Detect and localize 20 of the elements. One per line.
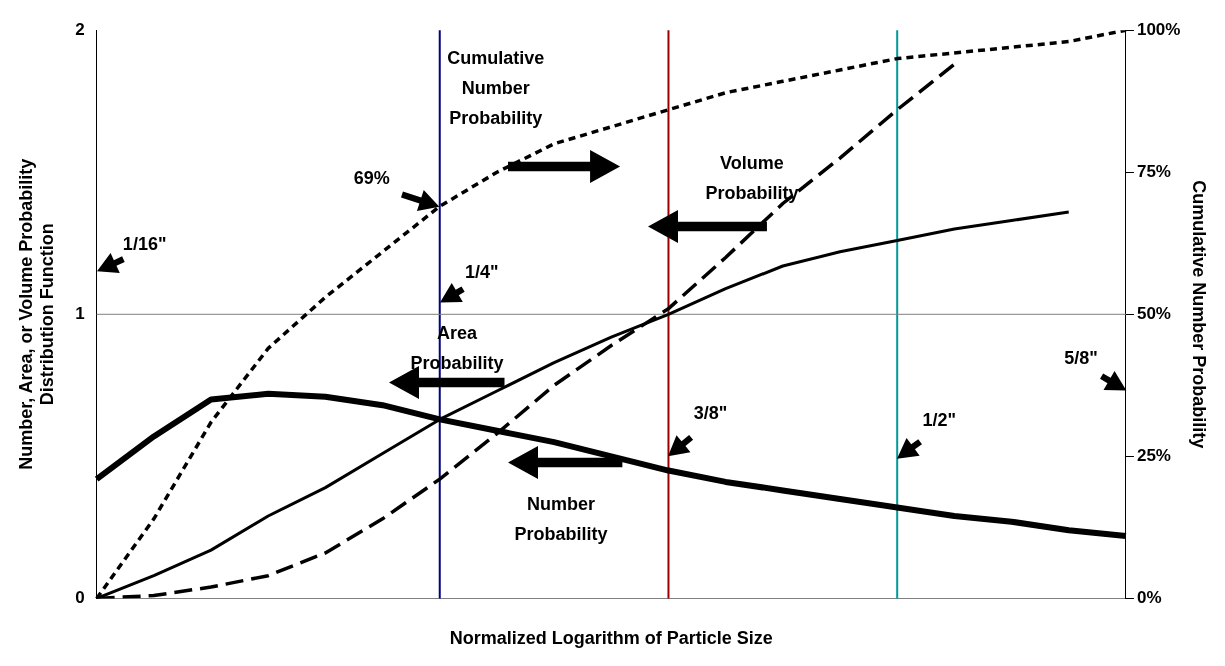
x-axis-title: Normalized Logarithm of Particle Size <box>449 628 773 649</box>
y-tick-label: 0 <box>75 588 85 608</box>
annotation: Cumulative Number Probability <box>447 47 545 128</box>
annotation: 5/8" <box>1064 347 1098 368</box>
y-tick-label: 2 <box>75 19 85 39</box>
annotation: 1/4" <box>464 261 499 282</box>
annotation: 1/2" <box>922 410 956 431</box>
y2-tick-label: 50% <box>1136 303 1171 323</box>
y2-tick-label: 100% <box>1136 19 1181 39</box>
annotation: 3/8" <box>693 403 728 424</box>
annotation: Volume Probability <box>705 152 799 203</box>
annotation: Number Probability <box>514 493 608 544</box>
y-axis-title: Number, Area, or Volume Probability Distribution Function <box>15 158 58 470</box>
y2-tick-label: 75% <box>1136 161 1171 181</box>
y2-tick-label: 0% <box>1136 588 1162 608</box>
y2-tick-label: 25% <box>1136 446 1171 466</box>
y-tick-label: 1 <box>75 303 85 323</box>
annotation: 1/16" <box>122 233 167 254</box>
annotation: 69% <box>353 168 390 189</box>
y2-axis-title: Cumulative Number Probability <box>1189 180 1210 449</box>
